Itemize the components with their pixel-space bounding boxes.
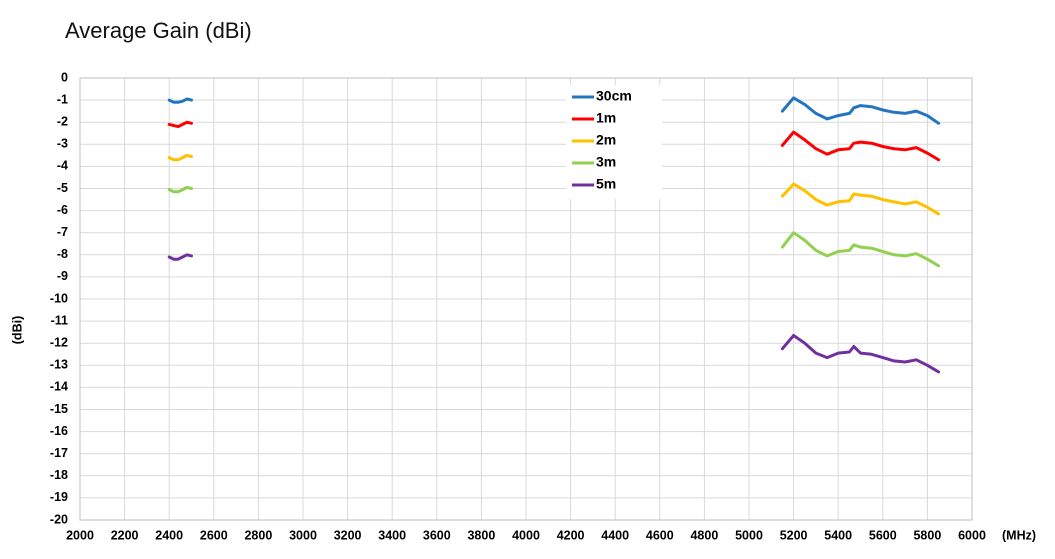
x-axis-label: (MHz) <box>1002 528 1036 542</box>
plot-border <box>79 77 973 521</box>
series-line <box>167 96 941 125</box>
x-tick-label: 5600 <box>869 528 897 542</box>
y-tick-label: -3 <box>57 137 68 151</box>
x-tick-label: 2600 <box>200 528 228 542</box>
x-tick-label: 3000 <box>289 528 317 542</box>
y-tick-label: -12 <box>50 335 68 349</box>
y-tick-label: -20 <box>50 512 68 526</box>
legend-label: 2m <box>596 132 616 148</box>
x-tick-label: 4800 <box>690 528 718 542</box>
y-tick-label: -10 <box>50 291 68 305</box>
y-tick-label: -5 <box>57 181 68 195</box>
x-tick-label: 2000 <box>66 528 94 542</box>
series-line <box>167 120 941 162</box>
y-tick-label: -16 <box>50 424 68 438</box>
y-tick-label: -13 <box>50 358 68 372</box>
x-tick-label: 5200 <box>780 528 808 542</box>
x-tick-label: 4000 <box>512 528 540 542</box>
x-tick-label: 2400 <box>155 528 183 542</box>
series-line <box>167 253 941 374</box>
x-tick-label: 5000 <box>735 528 763 542</box>
y-tick-label: -14 <box>50 380 68 394</box>
y-tick-label: -6 <box>57 203 68 217</box>
y-tick-label: -8 <box>57 247 68 261</box>
legend-label: 3m <box>596 154 616 170</box>
series-line <box>167 153 941 216</box>
x-tick-label: 3200 <box>334 528 362 542</box>
y-tick-label: -11 <box>51 313 68 327</box>
y-axis-label: (dBi) <box>10 316 24 344</box>
y-tick-label: -15 <box>50 402 68 416</box>
x-tick-label: 5800 <box>913 528 941 542</box>
series-line <box>167 185 941 268</box>
x-tick-label: 2200 <box>111 528 139 542</box>
x-tick-label: 3800 <box>467 528 495 542</box>
y-tick-label: -1 <box>57 92 68 106</box>
y-tick-label: -19 <box>50 490 68 504</box>
legend-label: 30cm <box>596 88 632 104</box>
y-tick-label: 0 <box>61 70 68 84</box>
y-tick-label: -7 <box>57 225 68 239</box>
y-tick-label: -9 <box>57 269 68 283</box>
y-tick-label: -2 <box>57 114 68 128</box>
x-tick-label: 3400 <box>378 528 406 542</box>
chart-title: Average Gain (dBi) <box>65 18 252 43</box>
legend-label: 5m <box>596 176 616 192</box>
x-tick-label: 4200 <box>557 528 585 542</box>
x-tick-label: 5400 <box>824 528 852 542</box>
y-tick-label: -17 <box>50 446 68 460</box>
y-tick-label: -4 <box>57 159 68 173</box>
y-tick-label: -18 <box>50 468 68 482</box>
x-tick-label: 2800 <box>244 528 272 542</box>
x-tick-label: 6000 <box>958 528 986 542</box>
x-tick-label: 3600 <box>423 528 451 542</box>
legend-label: 1m <box>596 110 616 126</box>
x-tick-label: 4400 <box>601 528 629 542</box>
x-tick-label: 4600 <box>646 528 674 542</box>
